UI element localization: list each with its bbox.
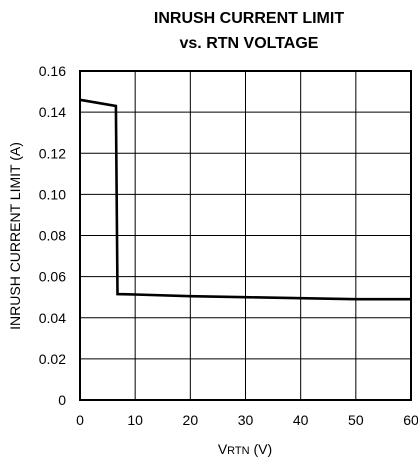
y-tick-label: 0.06 bbox=[39, 269, 66, 285]
y-axis-ticks: 0 0.02 0.04 0.06 0.08 0.10 0.12 0.14 0.16 bbox=[39, 63, 66, 408]
y-tick-label: 0.16 bbox=[39, 63, 66, 79]
series-point bbox=[244, 296, 247, 298]
x-tick-label: 50 bbox=[348, 412, 364, 428]
x-tick-label: 0 bbox=[76, 412, 84, 428]
series-point bbox=[189, 295, 192, 297]
x-tick-label: 40 bbox=[293, 412, 309, 428]
y-tick-label: 0.14 bbox=[39, 104, 66, 120]
x-tick-label: 30 bbox=[238, 412, 254, 428]
series-point bbox=[79, 98, 81, 101]
x-tick-label: 60 bbox=[403, 412, 418, 428]
grid-lines bbox=[80, 71, 411, 400]
x-axis-ticks: 0 10 20 30 40 50 60 bbox=[76, 412, 418, 428]
plot-frame bbox=[79, 70, 412, 401]
y-axis-label: INRUSH CURRENT LIMIT (A) bbox=[7, 142, 23, 330]
x-tick-label: 10 bbox=[127, 412, 143, 428]
x-axis-label: VRTN (V) bbox=[218, 441, 272, 457]
x-axis-label-subscript: RTN bbox=[227, 445, 249, 457]
chart-title-line-2: vs. RTN VOLTAGE bbox=[180, 35, 319, 52]
series-point bbox=[115, 105, 117, 107]
x-axis-label-unit: (V) bbox=[250, 441, 273, 457]
series-point bbox=[410, 298, 412, 301]
series-point bbox=[134, 293, 136, 296]
y-tick-label: 0.12 bbox=[39, 145, 66, 161]
series-point bbox=[355, 298, 357, 301]
y-tick-label: 0 bbox=[58, 392, 66, 408]
y-tick-label: 0.04 bbox=[39, 310, 66, 326]
y-tick-label: 0.08 bbox=[39, 228, 66, 244]
x-axis-label-main: V bbox=[218, 441, 228, 457]
chart-title-line-1: INRUSH CURRENT LIMIT bbox=[154, 10, 344, 27]
x-tick-label: 20 bbox=[183, 412, 199, 428]
series-layer bbox=[79, 98, 412, 301]
series-point bbox=[299, 297, 302, 300]
y-tick-label: 0.02 bbox=[39, 351, 66, 367]
series-point bbox=[116, 293, 119, 295]
y-tick-label: 0.10 bbox=[39, 186, 66, 202]
